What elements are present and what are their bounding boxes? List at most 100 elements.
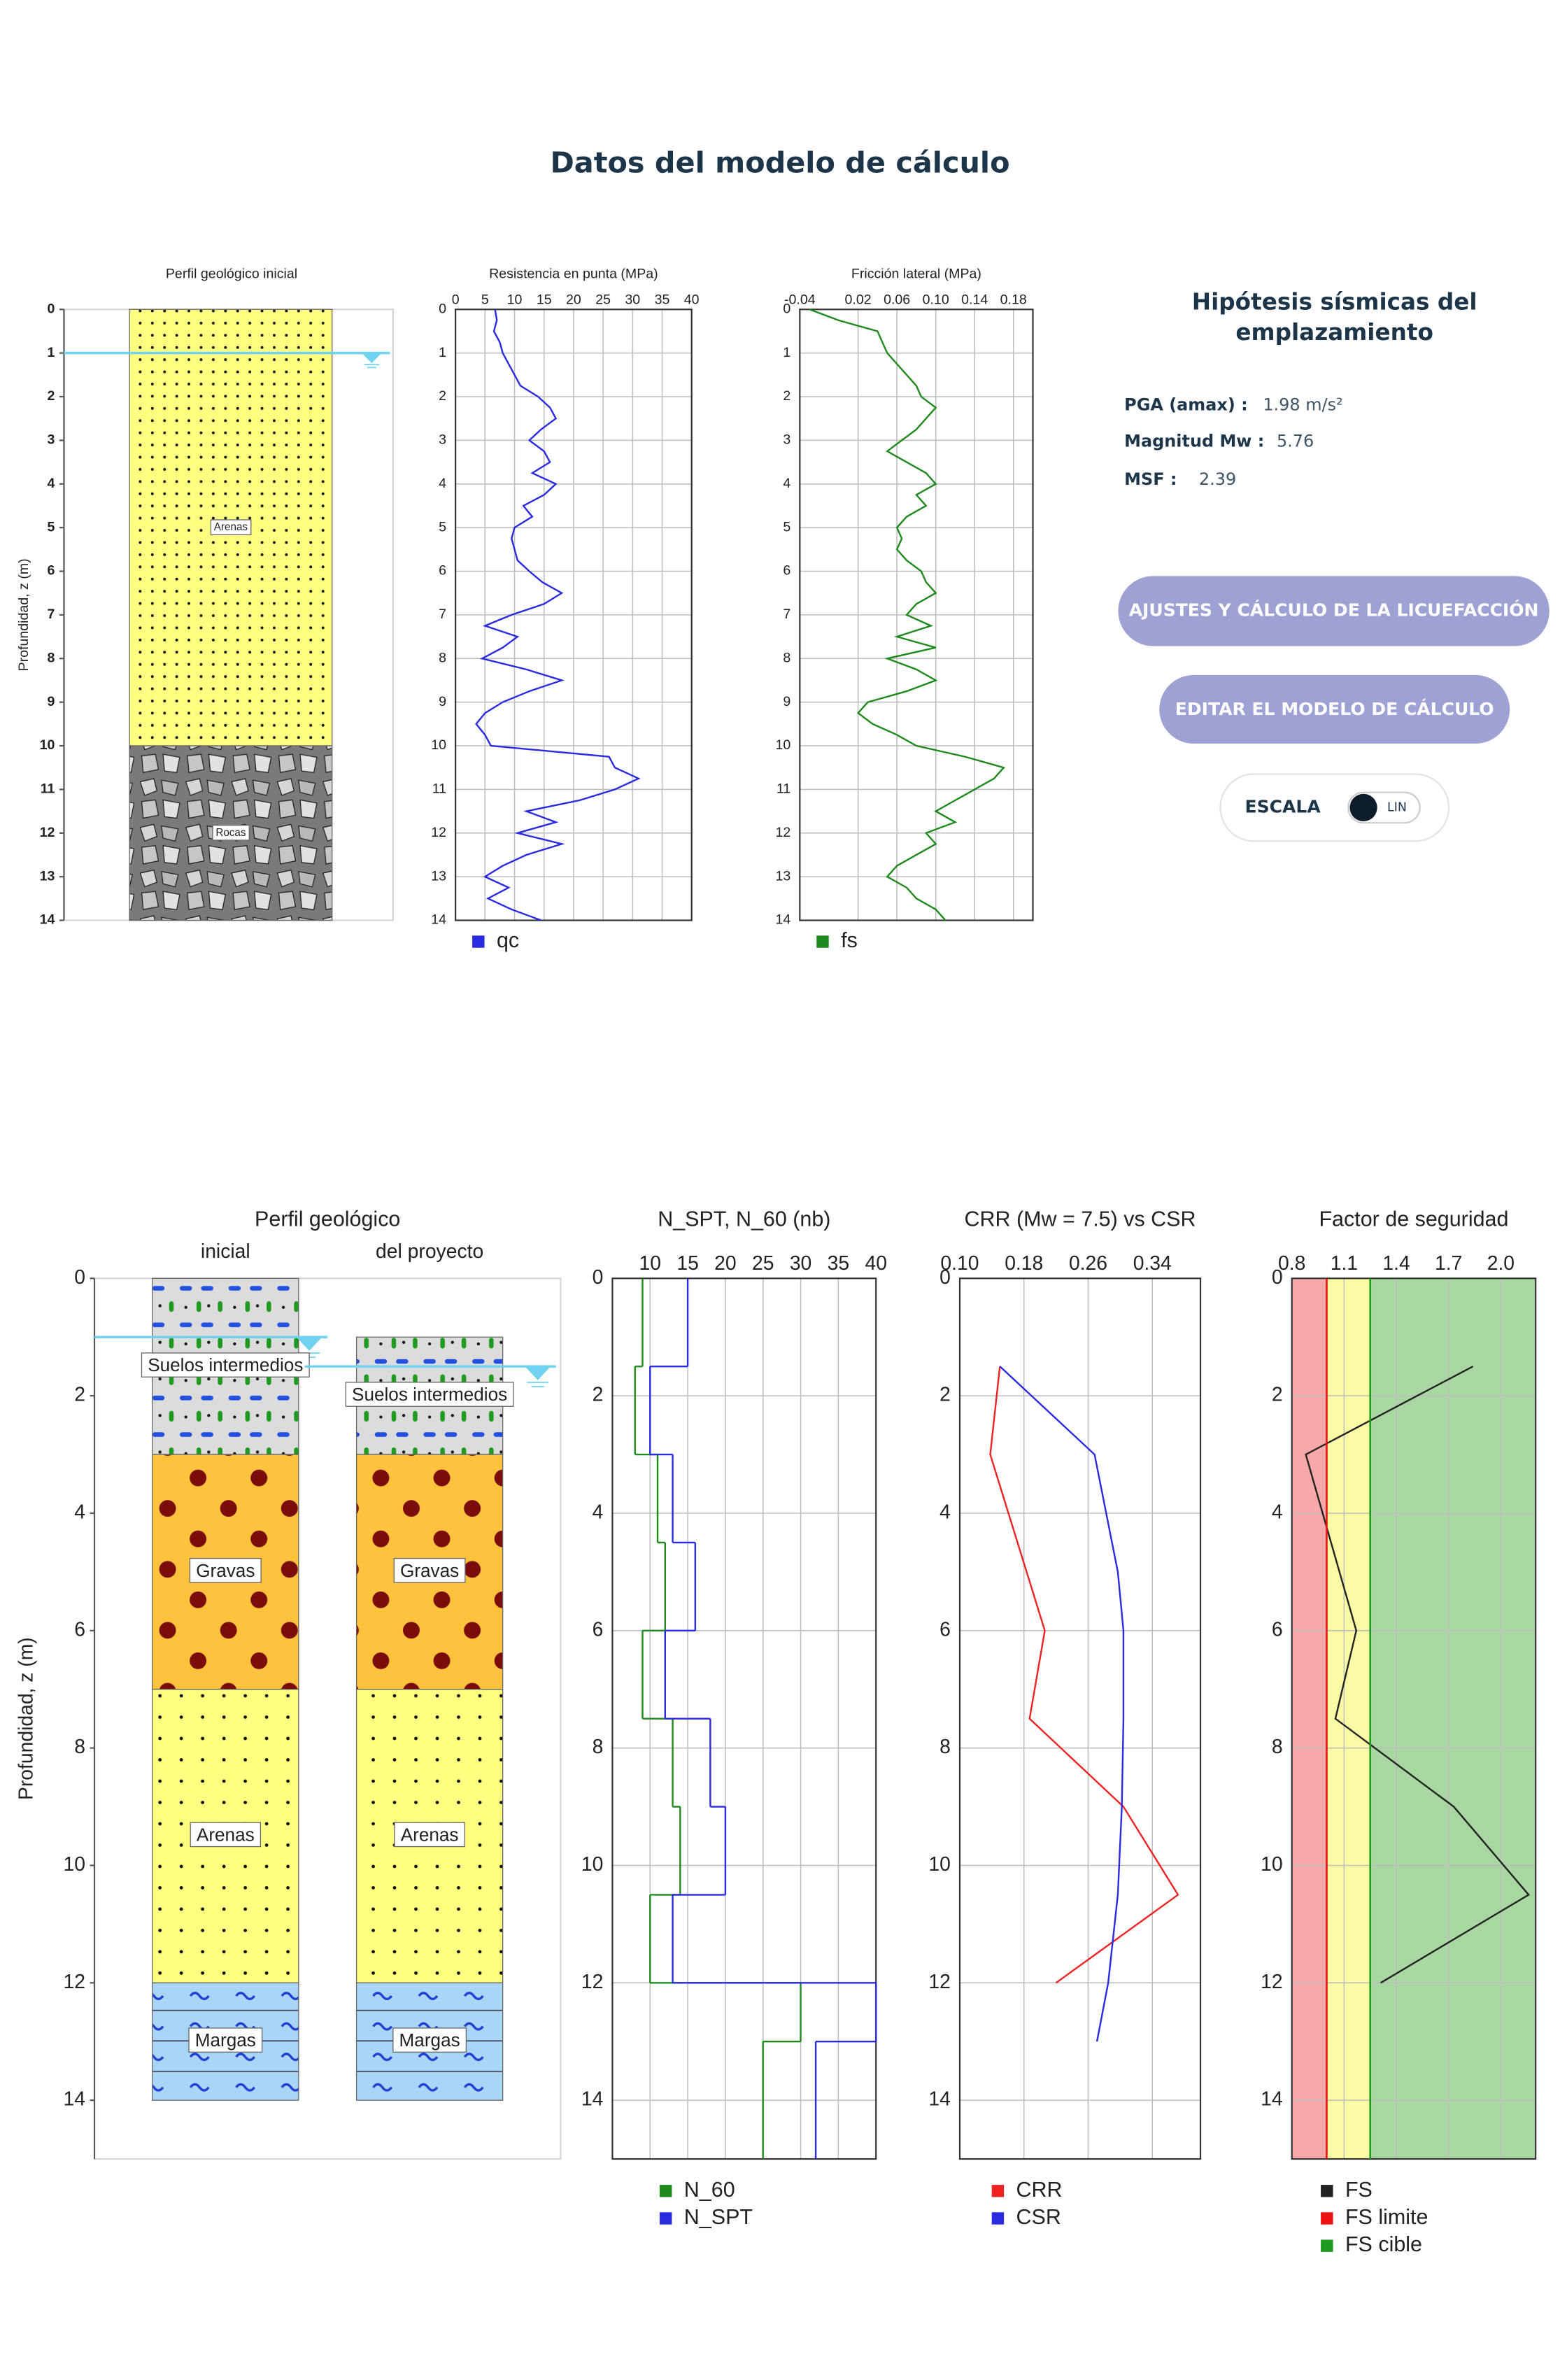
x-tick-label: 20 [714, 1252, 736, 1274]
y-tick-label: 0 [939, 1266, 951, 1288]
legend-swatch [659, 2212, 672, 2225]
y-tick-label: 4 [783, 476, 790, 491]
param-label: MSF : [1124, 469, 1177, 489]
y-tick-label: 2 [74, 1383, 85, 1405]
y-tick-label: 9 [439, 694, 446, 709]
legend-swatch [816, 935, 829, 948]
button-bg[interactable] [1159, 674, 1510, 744]
legend-label: qc [497, 928, 519, 952]
button-label[interactable]: AJUSTES Y CÁLCULO DE LA LICUEFACCIÓN [1129, 599, 1539, 620]
x-tick-label: -0.04 [784, 292, 816, 307]
toggle-knob[interactable] [1349, 793, 1377, 821]
button-bg[interactable] [1118, 576, 1550, 646]
series-line [989, 1366, 1179, 1984]
y-tick-label: 2 [783, 388, 790, 404]
plot-frame [1291, 1277, 1537, 2160]
y-tick-label: 4 [593, 1500, 604, 1522]
y-tick-label: 2 [439, 388, 446, 404]
y-tick-label: 5 [48, 519, 55, 534]
y-tick-label: 0 [439, 301, 446, 316]
layer-label: Arenas [214, 521, 248, 533]
y-tick-label: 6 [939, 1617, 951, 1640]
y-tick-label: 0 [48, 301, 55, 316]
y-tick-label: 14 [63, 2088, 85, 2110]
legend-label: N_SPT [684, 2205, 753, 2229]
plot-frame [958, 1277, 1202, 2160]
x-tick-label: 10 [639, 1252, 661, 1274]
x-tick-label: 0.02 [845, 292, 872, 307]
x-tick-label: 30 [790, 1252, 811, 1274]
legend-label: FS [1345, 2178, 1373, 2202]
y-tick-label: 1 [48, 345, 55, 360]
x-tick-label: 5 [481, 292, 489, 307]
y-tick-label: 2 [48, 388, 55, 404]
y-tick-label: 14 [431, 912, 446, 928]
y-tick-label: 3 [439, 432, 446, 448]
x-tick-label: 2.0 [1487, 1252, 1515, 1274]
y-tick-label: 6 [593, 1617, 604, 1640]
legend-label: FS cible [1345, 2232, 1422, 2256]
button[interactable]: AJUSTES Y CÁLCULO DE LA LICUEFACCIÓN [1118, 576, 1550, 646]
y-tick-label: 10 [63, 1853, 85, 1875]
x-tick-label: 25 [595, 292, 611, 307]
chart-title: Factor de seguridad [1319, 1207, 1508, 1231]
x-tick-label: 35 [655, 292, 670, 307]
y-tick-label: 2 [593, 1383, 604, 1405]
chart-title: Perfil geológico [255, 1207, 400, 1231]
y-tick-label: 14 [40, 912, 55, 928]
y-tick-label: 2 [1272, 1383, 1283, 1405]
x-tick-label: 0.18 [1005, 1252, 1043, 1274]
layer-label: Gravas [196, 1560, 255, 1581]
layer-label-box [212, 824, 250, 841]
scale-toggle[interactable]: ESCALA LIN [1219, 773, 1450, 842]
layer-label: Arenas [401, 1824, 459, 1845]
y-tick-label: 8 [593, 1735, 604, 1757]
y-tick-label: 12 [581, 1970, 603, 1992]
chart-title: N_SPT, N_60 (nb) [658, 1207, 830, 1231]
page-title: Datos del modelo de cálculo [550, 146, 1009, 179]
water-table-symbol [525, 1367, 551, 1388]
y-tick-label: 14 [928, 2088, 950, 2110]
legend-label: CRR [1016, 2178, 1063, 2202]
legend-swatch [991, 2185, 1005, 2197]
chart-title: CRR (Mw = 7.5) vs CSR [965, 1207, 1196, 1231]
x-tick-label: 0.10 [940, 1252, 979, 1274]
y-tick-label: 8 [1272, 1735, 1283, 1757]
x-tick-label: 40 [684, 292, 700, 307]
y-tick-label: 11 [432, 781, 446, 797]
y-tick-label: 6 [1272, 1617, 1283, 1640]
toggle-bg[interactable] [1219, 773, 1450, 842]
layer-label: Margas [195, 2030, 256, 2050]
y-tick-label: 4 [939, 1500, 951, 1522]
y-tick-label: 10 [431, 737, 446, 753]
y-axis-label: Profundidad, z (m) [15, 1637, 37, 1800]
legend-swatch [1321, 2239, 1333, 2252]
y-tick-label: 6 [74, 1617, 85, 1640]
layer-label: Gravas [400, 1560, 459, 1581]
y-tick-label: 6 [439, 563, 446, 579]
y-tick-label: 14 [581, 2088, 603, 2110]
x-tick-label: 0.06 [884, 292, 910, 307]
y-tick-label: 4 [1272, 1500, 1283, 1522]
zone-band [1370, 1278, 1536, 2160]
y-tick-label: 6 [48, 563, 55, 579]
x-tick-label: 35 [828, 1252, 849, 1274]
y-tick-label: 0 [783, 301, 790, 316]
seismic-title-box: Hipótesis sísmicas del emplazamiento [1192, 288, 1477, 346]
y-tick-label: 4 [74, 1500, 85, 1522]
layer-label-box [345, 1382, 514, 1407]
chart: Factor de seguridad 0 2 4 6 8 10 12 14 0.8 1.1 1.4 1… [1261, 1207, 1537, 2256]
column-title: del proyecto [376, 1240, 483, 1262]
chart-title: Perfil geológico inicial [166, 266, 297, 281]
y-tick-label: 12 [40, 825, 55, 840]
chart-title: Resistencia en punta (MPa) [489, 266, 658, 281]
layer-label-box [210, 519, 252, 536]
button[interactable]: EDITAR EL MODELO DE CÁLCULO [1159, 674, 1510, 744]
y-tick-label: 3 [48, 432, 55, 448]
button-label[interactable]: EDITAR EL MODELO DE CÁLCULO [1175, 699, 1494, 719]
plot-frame [455, 309, 693, 921]
y-tick-label: 13 [775, 868, 790, 884]
y-tick-label: 13 [431, 868, 446, 884]
y-tick-label: 8 [74, 1735, 85, 1757]
